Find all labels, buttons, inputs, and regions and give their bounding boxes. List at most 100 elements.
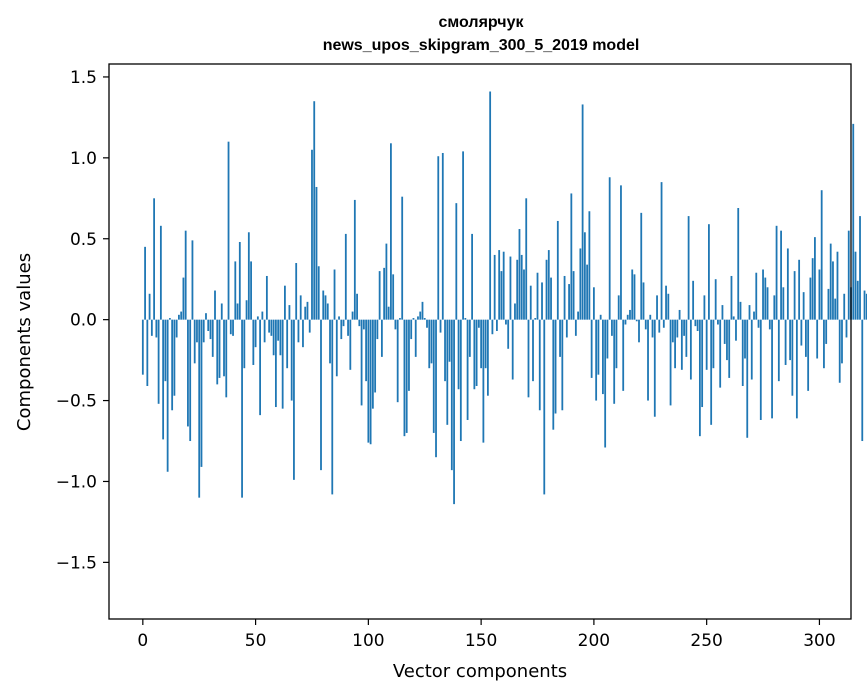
- bar: [347, 319, 349, 336]
- bar: [313, 101, 316, 320]
- bar: [660, 182, 663, 320]
- bar: [428, 319, 431, 369]
- bar: [234, 261, 237, 320]
- bar: [606, 319, 609, 359]
- bar: [241, 319, 243, 498]
- bar: [403, 319, 406, 437]
- bar: [141, 319, 144, 375]
- bar: [764, 277, 767, 320]
- bar: [360, 319, 363, 406]
- bar: [392, 274, 395, 320]
- bar: [505, 319, 507, 325]
- bar: [489, 91, 492, 320]
- bar: [825, 319, 828, 344]
- bar: [164, 319, 167, 382]
- bar: [290, 319, 293, 401]
- bar: [599, 314, 602, 320]
- bar: [703, 295, 706, 320]
- bar: [468, 319, 471, 357]
- bar: [640, 212, 643, 320]
- bar: [732, 316, 735, 320]
- bar: [662, 319, 665, 328]
- bar: [863, 290, 866, 320]
- bar: [804, 319, 807, 357]
- bar: [541, 282, 543, 320]
- bar: [685, 319, 688, 357]
- bar: [387, 306, 390, 320]
- bar: [744, 319, 746, 359]
- bar: [762, 269, 764, 320]
- bar: [802, 292, 805, 320]
- x-tick-label: 250: [690, 631, 722, 651]
- bar: [178, 314, 180, 320]
- bar: [629, 309, 631, 320]
- bar: [561, 319, 564, 411]
- bar: [394, 319, 397, 330]
- bar: [306, 301, 309, 320]
- bar: [568, 284, 570, 320]
- bar: [838, 319, 841, 383]
- bar: [789, 319, 791, 361]
- bar: [157, 319, 160, 404]
- bar: [617, 295, 620, 320]
- y-tick-label: 1.5: [70, 68, 97, 88]
- bar: [302, 319, 304, 348]
- bar: [432, 319, 435, 433]
- bar: [847, 230, 850, 320]
- bar: [464, 318, 467, 320]
- bar: [608, 177, 611, 320]
- bar: [845, 319, 848, 338]
- bars-group: [141, 91, 867, 505]
- bar: [507, 319, 510, 349]
- bar: [683, 319, 685, 336]
- bar: [293, 319, 295, 480]
- bar: [816, 319, 819, 359]
- bar: [500, 271, 503, 320]
- bar: [692, 280, 695, 320]
- bar: [196, 319, 198, 343]
- bar: [482, 319, 485, 443]
- bar: [437, 156, 440, 320]
- bar: [191, 240, 194, 320]
- bar: [401, 196, 404, 320]
- bar: [410, 319, 413, 340]
- bar: [658, 319, 661, 333]
- bar: [827, 288, 830, 320]
- bar: [162, 319, 165, 440]
- bar: [252, 319, 255, 365]
- bar: [592, 287, 595, 320]
- y-tick-label: −1.0: [56, 472, 97, 492]
- bar: [694, 319, 697, 327]
- bar: [419, 311, 422, 320]
- bar: [412, 318, 415, 320]
- bar: [757, 319, 760, 328]
- bar: [818, 269, 821, 320]
- bar: [356, 293, 358, 320]
- x-tick-label: 300: [803, 631, 835, 651]
- bar: [457, 319, 460, 390]
- bar: [256, 316, 259, 320]
- y-tick-label: −0.5: [56, 392, 97, 412]
- bar: [534, 318, 537, 320]
- bar: [333, 269, 336, 320]
- bar: [446, 319, 449, 425]
- bar: [773, 295, 776, 320]
- bar: [247, 232, 250, 320]
- bar: [768, 319, 771, 330]
- bar: [730, 275, 733, 320]
- bar: [577, 311, 579, 320]
- bar: [383, 267, 386, 320]
- y-axis-ticks: −1.5 −1.0 −0.5 0.0 0.5 1.0 1.5: [56, 68, 109, 573]
- bar: [852, 123, 855, 320]
- bar: [570, 193, 573, 320]
- bar: [349, 319, 352, 370]
- bar: [369, 319, 372, 445]
- bar: [516, 259, 519, 320]
- bar: [200, 319, 203, 467]
- bar: [809, 277, 812, 320]
- bar: [243, 319, 246, 369]
- bar: [583, 232, 586, 320]
- bar: [538, 319, 541, 411]
- bar: [171, 319, 174, 411]
- bar: [223, 319, 225, 377]
